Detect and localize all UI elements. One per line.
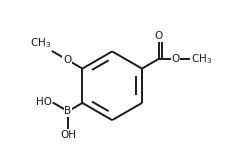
- Text: B: B: [64, 106, 71, 116]
- Text: O: O: [63, 55, 71, 65]
- Text: CH$_3$: CH$_3$: [30, 36, 51, 50]
- Text: O: O: [155, 31, 163, 41]
- Text: OH: OH: [60, 130, 76, 140]
- Text: HO: HO: [36, 98, 52, 107]
- Text: CH$_3$: CH$_3$: [191, 52, 212, 66]
- Text: O: O: [172, 54, 180, 64]
